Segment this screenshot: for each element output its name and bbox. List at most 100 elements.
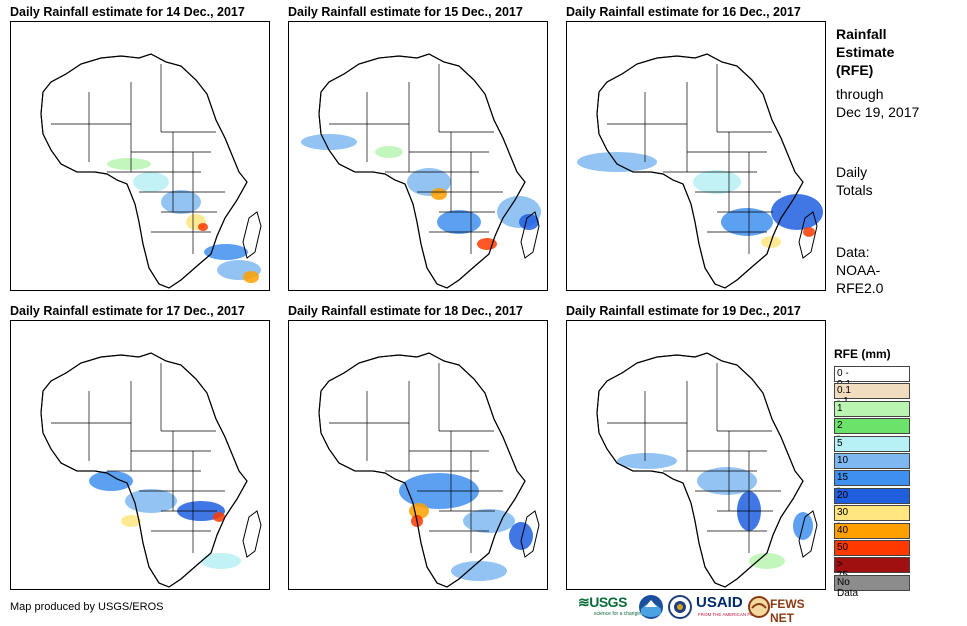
rainfall-area xyxy=(133,172,169,192)
usaid-logo-tagline: FROM THE AMERICAN PEOPLE xyxy=(698,612,766,617)
map-panel-16: Daily Rainfall estimate for 16 Dec., 201… xyxy=(566,5,828,291)
legend-swatch xyxy=(834,452,910,469)
rainfall-area xyxy=(451,561,507,581)
rainfall-area xyxy=(431,188,447,200)
madagascar-outline xyxy=(798,211,818,259)
legend-swatch xyxy=(834,418,910,435)
continent-outline xyxy=(40,352,248,588)
rainfall-area xyxy=(121,515,141,527)
usgs-logo: ≋USGS science for a changing world xyxy=(578,594,657,620)
rainfall-area xyxy=(577,152,657,172)
legend-swatch xyxy=(834,435,910,452)
rainfall-area xyxy=(509,522,533,550)
rainfall-area xyxy=(107,158,151,170)
legend-swatch xyxy=(834,557,910,574)
rainfall-map xyxy=(566,320,826,590)
rainfall-area xyxy=(721,208,773,236)
legend-label: No Data xyxy=(837,576,859,599)
rainfall-area xyxy=(204,244,248,260)
side-totals: Totals xyxy=(836,182,873,198)
usgs-logo-tagline: science for a changing world xyxy=(594,611,658,617)
rainfall-area xyxy=(477,238,497,250)
rainfall-area xyxy=(89,471,133,491)
continent-outline xyxy=(318,352,526,588)
rainfall-map xyxy=(288,21,548,291)
rainfall-area xyxy=(213,512,225,522)
madagascar-outline xyxy=(242,510,262,558)
map-panel-17: Daily Rainfall estimate for 17 Dec., 201… xyxy=(10,304,272,590)
side-data-label: Data: xyxy=(836,244,870,260)
map-panel-19: Daily Rainfall estimate for 19 Dec., 201… xyxy=(566,304,828,590)
madagascar-outline xyxy=(520,211,540,259)
rainfall-area xyxy=(301,134,357,150)
rainfall-area xyxy=(161,190,201,214)
legend-swatch xyxy=(834,522,910,539)
legend-swatch xyxy=(834,400,910,417)
map-panel-18: Daily Rainfall estimate for 18 Dec., 201… xyxy=(288,304,550,590)
africa-map xyxy=(301,53,541,289)
panel-title: Daily Rainfall estimate for 18 Dec., 201… xyxy=(288,304,523,318)
map-panel-15: Daily Rainfall estimate for 15 Dec., 201… xyxy=(288,5,550,291)
side-source-2: RFE2.0 xyxy=(836,280,884,296)
rainfall-area xyxy=(437,210,481,234)
side-daily: Daily xyxy=(836,164,868,180)
continent-outline xyxy=(596,352,804,588)
madagascar-outline xyxy=(520,510,540,558)
panel-title: Daily Rainfall estimate for 16 Dec., 201… xyxy=(566,5,801,19)
coastline xyxy=(318,352,526,588)
rainfall-map xyxy=(566,21,826,291)
side-heading-rainfall: Rainfall xyxy=(836,26,887,42)
map-panel-14: Daily Rainfall estimate for 14 Dec., 201… xyxy=(10,5,272,291)
africa-map xyxy=(40,352,262,588)
usgs-logo-text: ≋USGS xyxy=(578,594,627,610)
legend-swatch xyxy=(834,470,910,487)
coastline xyxy=(596,352,804,588)
coastline xyxy=(40,352,248,588)
legend-swatch xyxy=(834,539,910,556)
africa-map xyxy=(577,53,823,289)
rainfall-area xyxy=(617,453,677,469)
africa-map xyxy=(596,352,818,588)
rainfall-area xyxy=(198,223,208,231)
legend-swatch xyxy=(834,366,910,382)
legend-swatch xyxy=(834,574,910,591)
legend-swatch xyxy=(834,487,910,504)
rainfall-area xyxy=(201,553,241,569)
rainfall-map xyxy=(10,21,270,291)
panel-title: Daily Rainfall estimate for 17 Dec., 201… xyxy=(10,304,245,318)
legend-swatch xyxy=(834,505,910,522)
side-date: Dec 19, 2017 xyxy=(836,104,920,120)
side-source-1: NOAA- xyxy=(836,262,881,278)
rainfall-area xyxy=(803,227,815,237)
panel-title: Daily Rainfall estimate for 15 Dec., 201… xyxy=(288,5,523,19)
seal-logo xyxy=(668,594,692,620)
rainfall-area xyxy=(463,509,515,533)
rainfall-map xyxy=(288,320,548,590)
legend-title: RFE (mm) xyxy=(834,347,891,361)
panel-title: Daily Rainfall estimate for 19 Dec., 201… xyxy=(566,304,801,318)
rainfall-area xyxy=(519,214,539,230)
legend-swatch xyxy=(834,383,910,400)
coastline xyxy=(596,53,804,289)
rainfall-area xyxy=(693,170,741,194)
africa-map xyxy=(40,53,262,289)
africa-map xyxy=(318,352,540,588)
rainfall-area xyxy=(697,467,757,495)
usaid-logo: USAID FROM THE AMERICAN PEOPLE xyxy=(696,594,765,620)
side-heading-rfe: (RFE) xyxy=(836,62,874,78)
panel-title: Daily Rainfall estimate for 14 Dec., 201… xyxy=(10,5,245,19)
rainfall-area xyxy=(375,146,403,158)
rainfall-area xyxy=(243,271,259,283)
side-through: through xyxy=(836,86,884,102)
side-heading-estimate: Estimate xyxy=(836,44,895,60)
rainfall-area xyxy=(749,553,785,569)
fews-net-logo-text: FEWS NET xyxy=(770,597,805,625)
coastline xyxy=(318,53,526,289)
rainfall-area xyxy=(771,194,823,230)
fews-net-logo: FEWS NET xyxy=(748,594,826,625)
noaa-logo xyxy=(638,594,664,620)
coastline xyxy=(40,53,248,289)
usaid-logo-text: USAID xyxy=(696,594,743,611)
map-credit: Map produced by USGS/EROS xyxy=(10,601,164,613)
madagascar-outline xyxy=(242,211,262,259)
